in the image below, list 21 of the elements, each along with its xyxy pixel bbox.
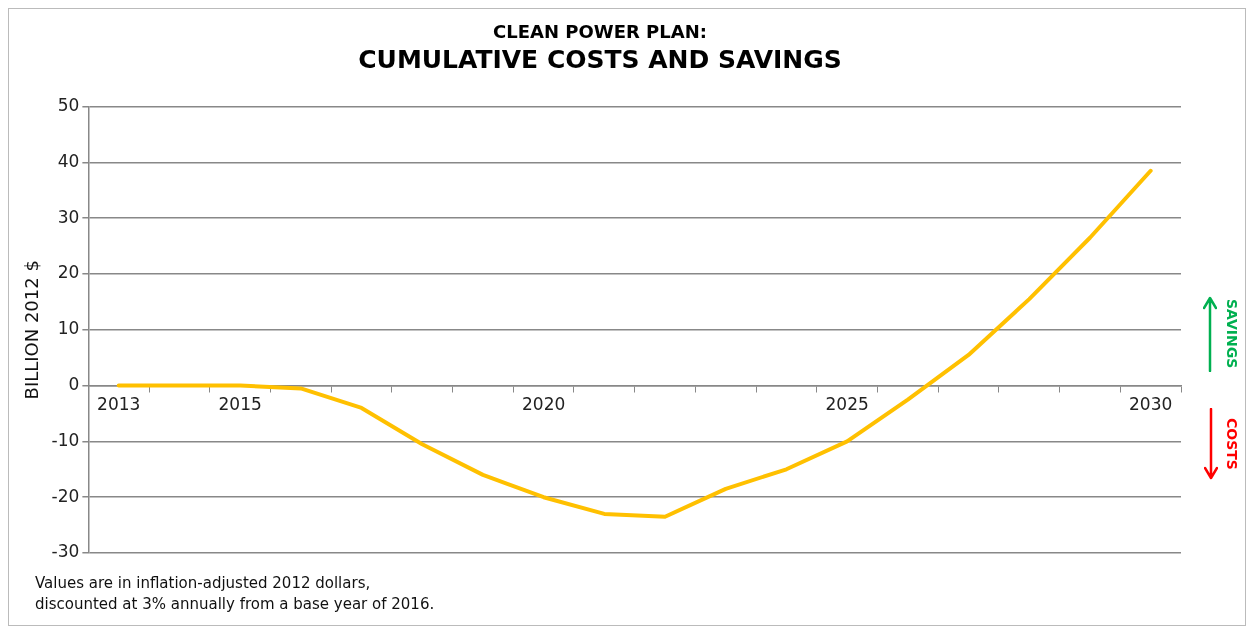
y-tick-label: -10 [51, 429, 80, 450]
y-tick-label: -20 [51, 485, 80, 506]
text: SAVINGS [1224, 298, 1240, 371]
x-tick-label: 2030 [1129, 394, 1173, 415]
y-tick-label: 50 [57, 95, 80, 116]
y-tick-label: 10 [57, 318, 80, 339]
text: Values are in inflation-adjusted 2012 dollars, [35, 573, 372, 594]
x-tick-label: 2020 [522, 394, 566, 415]
y-tick-label: 30 [57, 206, 80, 227]
y-tick-label: 20 [57, 262, 80, 283]
y-tick-label: -30 [51, 541, 80, 562]
text: COSTS [1224, 417, 1240, 472]
y-tick-label: 0 [68, 374, 80, 395]
x-tick-label: 2015 [218, 394, 262, 415]
text: discounted at 3% annually from a base year of 2016. [35, 594, 435, 615]
y-tick-label: 40 [57, 150, 80, 171]
x-tick-label: 2025 [825, 394, 869, 415]
chart-title: CLEAN POWER PLAN: [493, 21, 707, 43]
y-axis-title: BILLION 2012 $ [21, 260, 43, 400]
x-tick-label: 2013 [97, 394, 141, 415]
chart-subtitle: CUMULATIVE COSTS AND SAVINGS [358, 45, 842, 75]
